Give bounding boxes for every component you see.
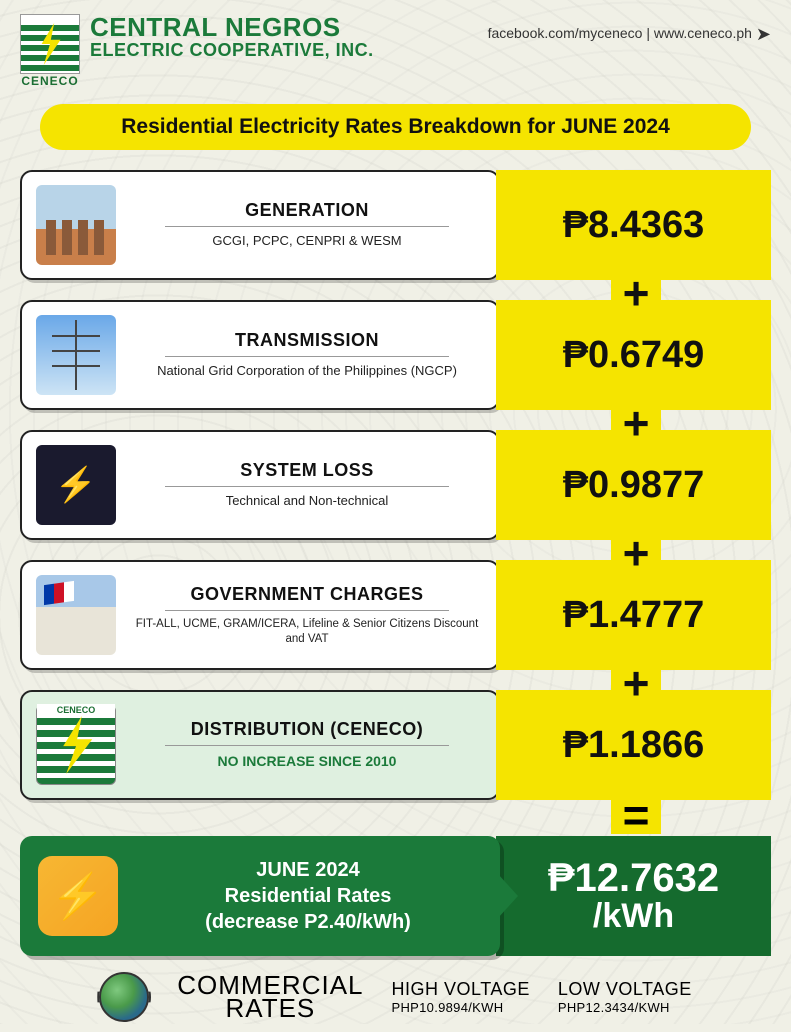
total-unit: /kWh [593,899,674,935]
total-line1: JUNE 2024 [134,857,482,883]
rate-sub: Technical and Non-technical [130,493,484,510]
rate-sub: GCGI, PCPC, CENPRI & WESM [130,233,484,250]
rate-amount: ₱8.4363 [496,170,771,280]
rate-sub: FIT-ALL, UCME, GRAM/ICERA, Lifeline & Se… [130,617,484,647]
dist-thumb-label: CENECO [37,704,115,716]
rate-title: DISTRIBUTION (CENECO) [165,719,448,746]
rate-title: SYSTEM LOSS [165,460,448,487]
low-voltage-value: PHP12.3434/KWH [558,1000,692,1015]
rate-card: CENECO DISTRIBUTION (CENECO) NO INCREASE… [20,690,500,800]
high-voltage-col: HIGH VOLTAGE PHP10.9894/KWH [392,979,530,1015]
commercial-label: COMMERCIAL RATES [177,974,363,1021]
total-line3: (decrease P2.40/kWh) [134,909,482,935]
plus-operator: + [20,278,771,308]
generation-icon [36,185,116,265]
low-voltage-title: LOW VOLTAGE [558,979,692,1000]
logo-caption: CENECO [20,74,80,88]
transmission-icon [36,315,116,395]
high-voltage-value: PHP10.9894/KWH [392,1000,530,1015]
rate-row-generation: GENERATION GCGI, PCPC, CENPRI & WESM ₱8.… [20,170,771,280]
header: CENECO CENTRAL NEGROS ELECTRIC COOPERATI… [20,14,771,88]
rate-row-transmission: TRANSMISSION National Grid Corporation o… [20,300,771,410]
rate-sub: National Grid Corporation of the Philipp… [130,363,484,380]
plus-operator: + [20,668,771,698]
company-subtitle: ELECTRIC COOPERATIVE, INC. [90,40,771,61]
header-links: facebook.com/myceneco | www.ceneco.ph ➤ [488,22,771,43]
footer: COMMERCIAL RATES HIGH VOLTAGE PHP10.9894… [20,972,771,1022]
logo-block: CENECO [20,14,80,88]
government-icon [36,575,116,655]
rate-title: GENERATION [165,200,448,227]
rate-row-government: GOVERNMENT CHARGES FIT-ALL, UCME, GRAM/I… [20,560,771,670]
total-line2: Residential Rates [134,883,482,909]
rate-card: GENERATION GCGI, PCPC, CENPRI & WESM [20,170,500,280]
total-value: ₱12.7632 [548,857,719,899]
low-voltage-col: LOW VOLTAGE PHP12.3434/KWH [558,979,692,1015]
commercial-bot: RATES [177,997,363,1020]
ceneco-logo-icon [20,14,80,74]
total-card: ⚡ JUNE 2024 Residential Rates (decrease … [20,836,500,956]
plus-operator: + [20,538,771,568]
rate-card: SYSTEM LOSS Technical and Non-technical [20,430,500,540]
distribution-icon: CENECO [36,705,116,785]
banner-title: Residential Electricity Rates Breakdown … [40,104,751,150]
rate-title: GOVERNMENT CHARGES [165,584,448,611]
rate-row-system-loss: SYSTEM LOSS Technical and Non-technical … [20,430,771,540]
equals-operator: = [20,800,771,834]
rate-sub: NO INCREASE SINCE 2010 [130,752,484,770]
total-amount: ₱12.7632 /kWh [496,836,771,956]
system-loss-icon [36,445,116,525]
links-text: facebook.com/myceneco | www.ceneco.ph [488,25,752,41]
plus-operator: + [20,408,771,438]
cursor-icon: ➤ [756,24,771,45]
globe-icon [99,972,149,1022]
total-row: ⚡ JUNE 2024 Residential Rates (decrease … [20,836,771,956]
rate-card: TRANSMISSION National Grid Corporation o… [20,300,500,410]
high-voltage-title: HIGH VOLTAGE [392,979,530,1000]
rate-title: TRANSMISSION [165,330,448,357]
bolt-icon: ⚡ [38,856,118,936]
rate-card: GOVERNMENT CHARGES FIT-ALL, UCME, GRAM/I… [20,560,500,670]
total-text: JUNE 2024 Residential Rates (decrease P2… [134,857,482,935]
rate-row-distribution: CENECO DISTRIBUTION (CENECO) NO INCREASE… [20,690,771,800]
